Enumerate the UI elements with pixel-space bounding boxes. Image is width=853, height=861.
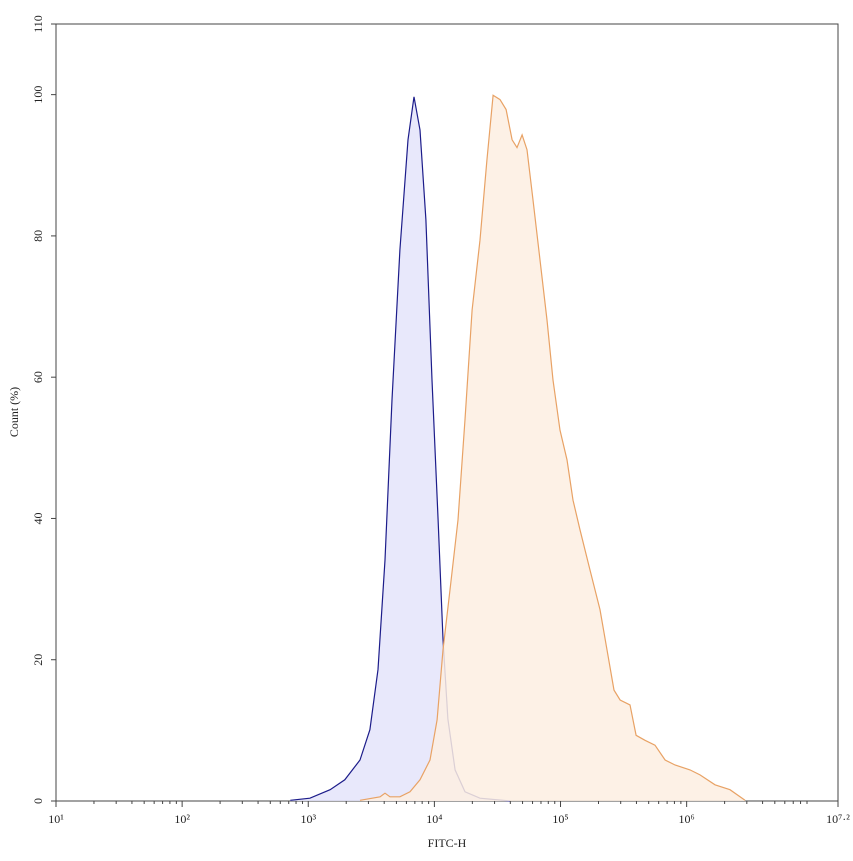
area-fill [360,95,745,802]
area-fill [290,96,510,802]
x-axis-label: FITC-H [428,836,467,850]
series-line [359,94,746,801]
y-tick-label: 100 [31,86,45,104]
y-tick-label: 110 [31,15,45,33]
x-tick-label: 10⁵ [552,812,568,826]
x-tick-label: 10⁶ [679,812,695,826]
y-axis-label: Count (%) [7,387,21,437]
x-tick-label: 10⁴ [426,812,442,826]
x-tick-label: 10² [174,812,190,826]
y-tick-label: 0 [31,798,45,804]
x-tick-label: 10⁷·² [826,812,850,826]
x-tick-label: 10¹ [48,812,64,826]
y-tick-label: 60 [31,371,45,383]
y-tick-label: 20 [31,654,45,666]
y-tick-label: 80 [31,230,45,242]
x-tick-label: 10³ [300,812,316,826]
y-tick-label: 40 [31,512,45,524]
